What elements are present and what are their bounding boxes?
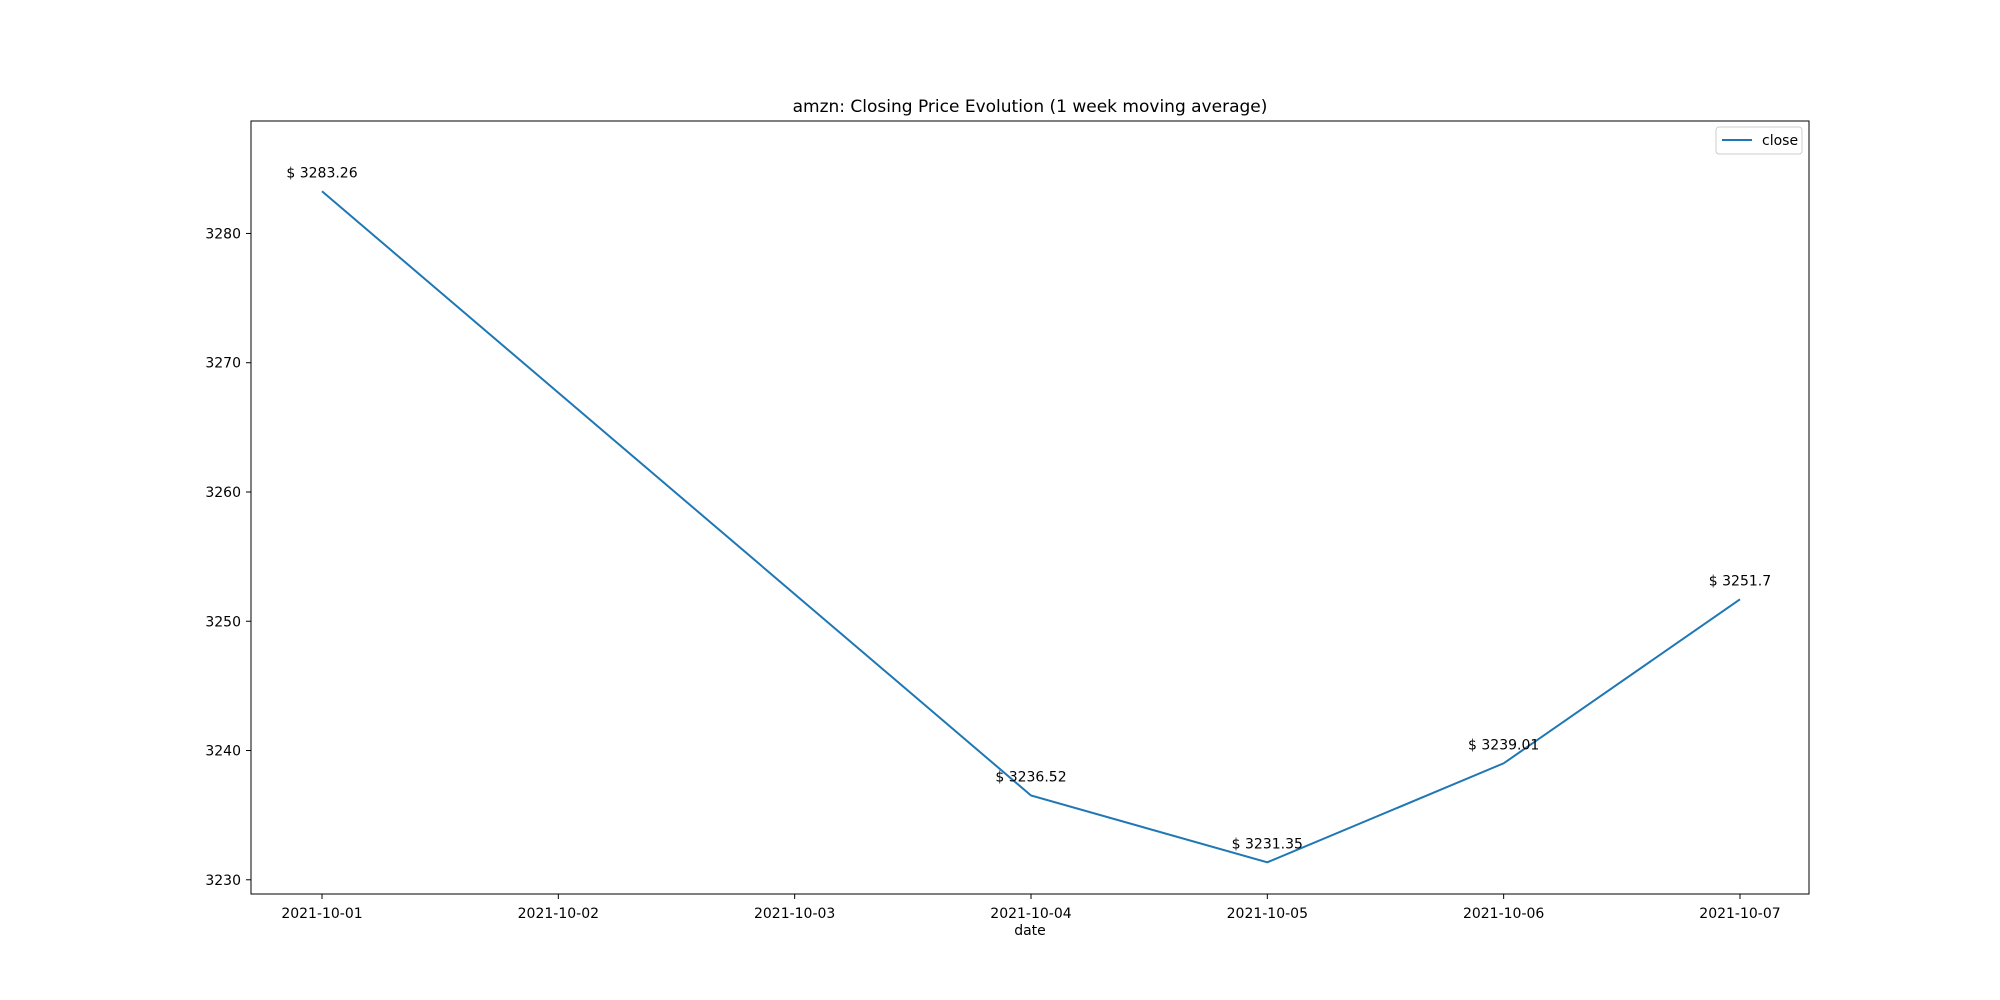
x-tick-label: 2021-10-02 (518, 906, 599, 922)
chart-title: amzn: Closing Price Evolution (1 week mo… (793, 97, 1268, 117)
y-tick-label: 3260 (205, 485, 241, 501)
legend: close (1715, 126, 1803, 155)
y-tick-label: 3230 (205, 873, 241, 889)
data-label: $ 3251.7 (1709, 573, 1771, 589)
y-tick-label: 3280 (205, 226, 241, 242)
y-tick-label: 3270 (205, 356, 241, 372)
data-label: $ 3236.52 (995, 770, 1066, 786)
data-label: $ 3283.26 (286, 165, 357, 181)
data-label: $ 3239.01 (1468, 737, 1539, 753)
x-tick-label: 2021-10-01 (281, 906, 362, 922)
x-tick-label: 2021-10-05 (1227, 906, 1308, 922)
x-axis-label: date (1014, 923, 1046, 939)
data-label: $ 3231.35 (1232, 836, 1303, 852)
legend-box (1715, 126, 1803, 155)
plot-area: 3230 3240 3250 3260 3270 3280 2021-10-01 2021-1… (205, 165, 1780, 922)
y-tick-label: 3250 (205, 614, 241, 630)
y-tick-label: 3240 (205, 744, 241, 760)
x-tick-label: 2021-10-06 (1463, 906, 1544, 922)
x-tick-label: 2021-10-07 (1699, 906, 1780, 922)
plot-frame (250, 120, 1810, 895)
legend-label-close: close (1762, 133, 1798, 149)
x-tick-label: 2021-10-03 (754, 906, 835, 922)
series-line-close (321, 190, 1741, 864)
x-tick-label: 2021-10-04 (990, 906, 1071, 922)
